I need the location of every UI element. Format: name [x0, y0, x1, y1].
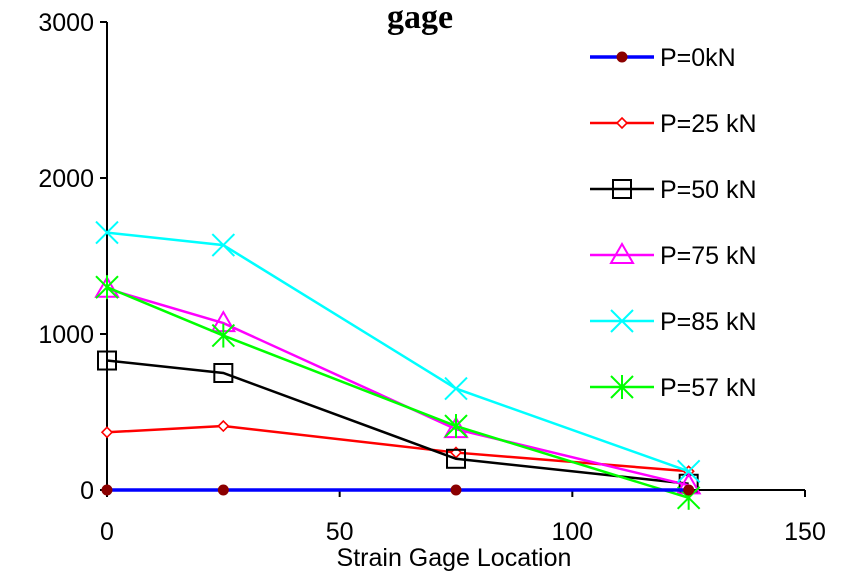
data-point-marker [446, 448, 466, 469]
y-tick-label: 2000 [38, 165, 94, 193]
y-ticks: 0 1000 2000 3000 [38, 9, 107, 505]
series-6 [95, 275, 701, 510]
legend-label: P=85 kN [660, 308, 757, 336]
legend: P=0kN P=25 kN P=50 kN P=75 kN P=85 kN P=57 kN [590, 44, 757, 402]
data-point-marker [610, 309, 634, 333]
data-point-marker [615, 116, 629, 130]
series-line [106, 359, 689, 486]
y-tick-label: 1000 [38, 321, 94, 349]
series-1 [101, 484, 695, 496]
data-point-marker [612, 179, 632, 199]
legend-label: P=57 kN [660, 374, 757, 402]
series-line [106, 286, 690, 499]
data-point-marker [211, 323, 236, 348]
data-point-marker [211, 233, 236, 257]
data-point-marker [444, 376, 468, 401]
data-point-marker [217, 419, 230, 433]
data-point-marker [683, 484, 695, 496]
data-point-marker [616, 51, 628, 63]
series-5 [95, 220, 701, 483]
series-line [106, 287, 689, 487]
x-tick-label: 50 [326, 518, 354, 546]
data-point-marker [101, 484, 113, 496]
data-point-marker [609, 242, 635, 264]
x-axis-label: Strain Gage Location [337, 544, 572, 572]
legend-item: P=0kN [590, 44, 736, 72]
series-layer [94, 220, 702, 510]
series-2 [100, 419, 695, 478]
legend-item: P=75 kN [590, 242, 757, 270]
legend-label: P=75 kN [660, 242, 757, 270]
y-tick-label: 3000 [38, 9, 94, 37]
legend-label: P=0kN [660, 44, 736, 72]
data-point-marker [444, 414, 468, 439]
data-point-marker [97, 350, 117, 371]
legend-item: P=85 kN [590, 308, 757, 336]
data-point-marker [95, 275, 119, 300]
data-point-marker [610, 375, 634, 399]
legend-item: P=25 kN [590, 110, 757, 138]
data-point-marker [676, 459, 701, 483]
data-point-marker [100, 426, 114, 439]
x-tick-label: 100 [551, 518, 593, 546]
legend-item: P=50 kN [590, 176, 757, 204]
data-point-marker [213, 363, 234, 383]
series-line [106, 231, 690, 473]
legend-label: P=25 kN [660, 110, 757, 138]
data-point-marker [217, 484, 229, 496]
x-tick-label: 150 [784, 518, 826, 546]
x-ticks: 0 50 100 150 [100, 490, 826, 546]
chart-title: gage [387, 0, 453, 36]
legend-label: P=50 kN [660, 176, 757, 204]
y-tick-label: 0 [80, 477, 94, 505]
x-tick-label: 0 [100, 518, 114, 546]
data-point-marker [450, 484, 462, 496]
data-point-marker [95, 220, 119, 245]
series-4 [94, 275, 702, 495]
legend-item: P=57 kN [590, 374, 757, 402]
